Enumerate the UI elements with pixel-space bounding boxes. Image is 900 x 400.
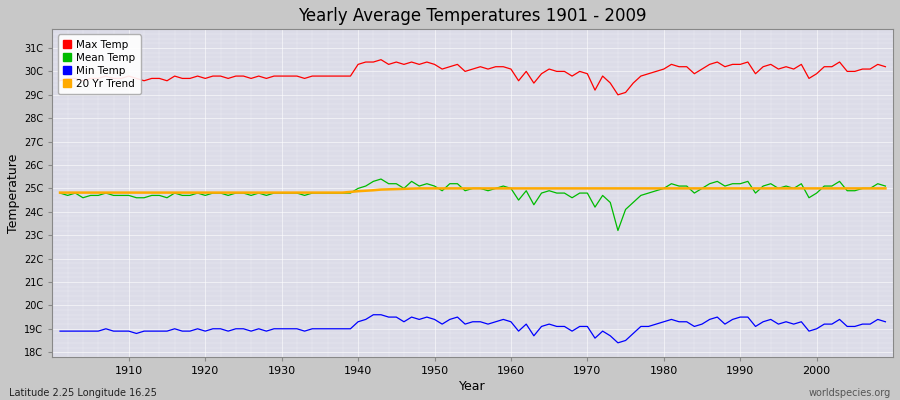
Text: Latitude 2.25 Longitude 16.25: Latitude 2.25 Longitude 16.25 bbox=[9, 388, 157, 398]
Text: worldspecies.org: worldspecies.org bbox=[809, 388, 891, 398]
Legend: Max Temp, Mean Temp, Min Temp, 20 Yr Trend: Max Temp, Mean Temp, Min Temp, 20 Yr Tre… bbox=[58, 34, 140, 94]
Y-axis label: Temperature: Temperature bbox=[7, 153, 20, 233]
Title: Yearly Average Temperatures 1901 - 2009: Yearly Average Temperatures 1901 - 2009 bbox=[299, 7, 647, 25]
X-axis label: Year: Year bbox=[459, 380, 486, 393]
